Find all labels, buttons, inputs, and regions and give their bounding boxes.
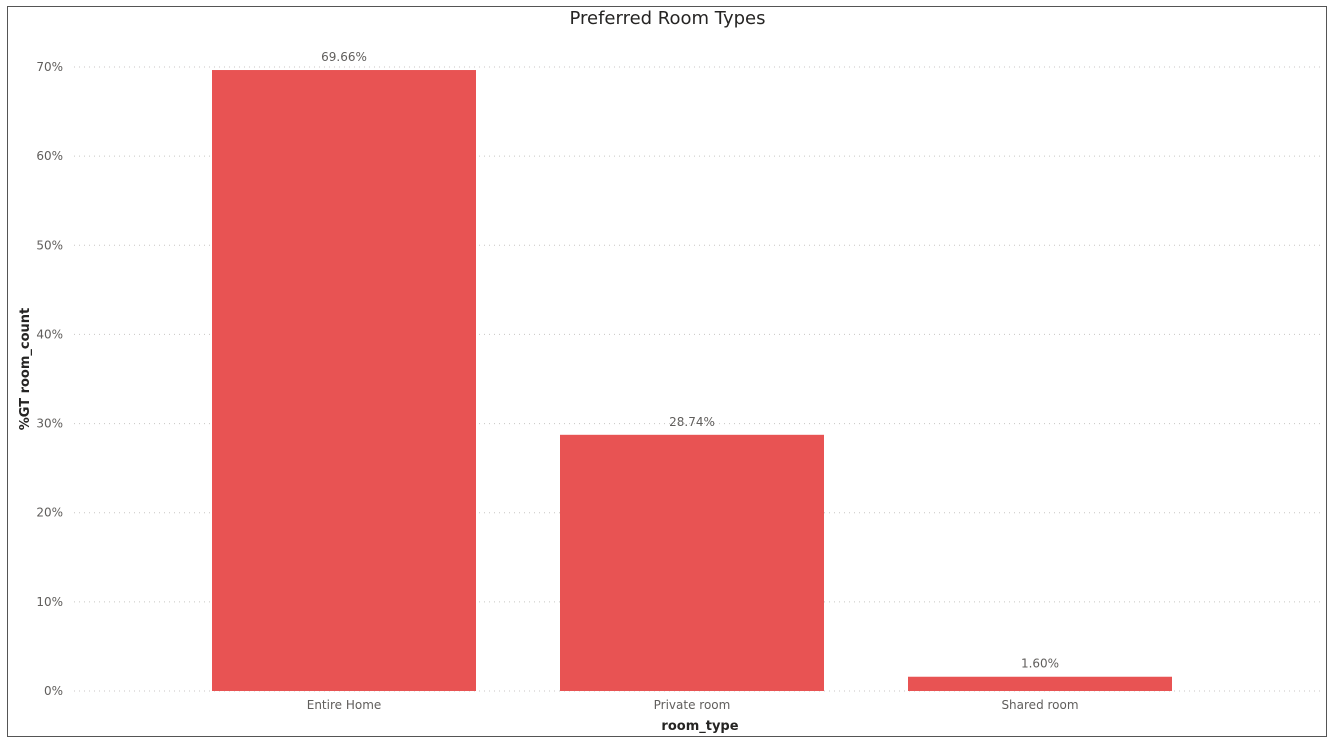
y-tick-label: 60% — [36, 149, 63, 163]
x-tick-label: Shared room — [1001, 698, 1078, 712]
x-tick-label: Entire Home — [307, 698, 382, 712]
bars: 69.66% 28.74% 1.60% — [212, 50, 1172, 691]
y-tick-label: 20% — [36, 506, 63, 520]
bar-private-room[interactable] — [560, 434, 824, 691]
chart-title: Preferred Room Types — [569, 8, 766, 29]
x-tick-label: Private room — [654, 698, 731, 712]
data-label: 69.66% — [321, 50, 367, 64]
x-axis-ticks: Entire Home Private room Shared room — [307, 698, 1079, 712]
bar-entire-home[interactable] — [212, 70, 476, 691]
y-axis-title: %GT room_count — [18, 308, 33, 431]
y-tick-label: 70% — [36, 60, 63, 74]
y-tick-label: 30% — [36, 417, 63, 431]
y-tick-label: 0% — [44, 684, 63, 698]
y-axis-ticks: 0% 10% 20% 30% 40% 50% 60% 70% — [36, 60, 63, 698]
data-label: 1.60% — [1021, 657, 1059, 671]
x-axis-title: room_type — [661, 719, 738, 734]
y-tick-label: 50% — [36, 238, 63, 252]
y-tick-label: 10% — [36, 595, 63, 609]
data-label: 28.74% — [669, 415, 715, 429]
bar-shared-room[interactable] — [908, 676, 1172, 691]
y-tick-label: 40% — [36, 327, 63, 341]
